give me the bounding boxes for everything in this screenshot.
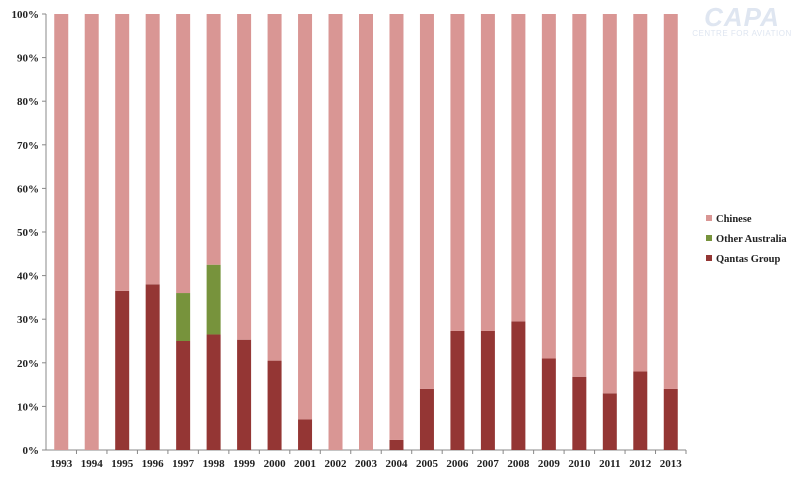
bar-chinese-2006 — [450, 14, 465, 331]
legend-swatch — [706, 235, 712, 241]
y-tick-label: 40% — [17, 271, 39, 283]
bar-qantas-group-1997 — [176, 341, 191, 450]
legend-swatch — [706, 215, 712, 221]
y-tick-label: 30% — [17, 314, 39, 326]
bar-chinese-2013 — [663, 14, 678, 389]
x-tick-label: 2009 — [538, 458, 561, 470]
bar-qantas-group-1999 — [237, 339, 252, 450]
bar-qantas-group-2001 — [298, 419, 313, 450]
bar-qantas-group-2010 — [572, 376, 587, 450]
legend-item-chinese: Chinese — [706, 214, 752, 225]
bar-qantas-group-2007 — [480, 330, 495, 450]
bar-chinese-2001 — [298, 14, 313, 420]
x-tick-label: 1995 — [111, 458, 134, 470]
bar-qantas-group-2004 — [389, 439, 404, 450]
bar-chinese-2012 — [633, 14, 648, 372]
x-tick-label: 1994 — [81, 458, 104, 470]
bar-chinese-2005 — [419, 14, 434, 389]
x-tick-label: 2006 — [446, 458, 469, 470]
x-tick-label: 2010 — [568, 458, 591, 470]
x-tick-label: 1996 — [142, 458, 165, 470]
bar-chinese-1997 — [176, 14, 191, 294]
bar-chinese-1994 — [84, 14, 99, 450]
x-tick-label: 2008 — [507, 458, 530, 470]
legend-label: Qantas Group — [716, 254, 780, 265]
y-tick-label: 90% — [17, 53, 39, 65]
bar-chinese-2003 — [359, 14, 373, 450]
bar-chinese-1995 — [115, 14, 130, 291]
bar-qantas-group-2011 — [602, 393, 617, 450]
y-tick-label: 0% — [23, 445, 40, 457]
capa-logo: CAPA CENTRE FOR AVIATION — [688, 2, 796, 40]
x-tick-label: 2004 — [385, 458, 408, 470]
bar-chinese-1993 — [54, 14, 69, 450]
bar-chinese-2002 — [328, 14, 343, 450]
x-tick-label: 1999 — [233, 458, 256, 470]
bar-chinese-2007 — [480, 14, 495, 331]
x-tick-label: 1993 — [50, 458, 73, 470]
bar-qantas-group-2009 — [541, 358, 556, 450]
x-tick-label: 2011 — [599, 458, 620, 470]
y-tick-label: 70% — [17, 140, 39, 152]
bar-qantas-group-2006 — [450, 330, 465, 450]
bar-qantas-group-1995 — [115, 290, 130, 450]
legend-item-qantas-group: Qantas Group — [706, 254, 780, 265]
y-tick-label: 60% — [17, 183, 39, 195]
y-tick-label: 100% — [12, 9, 40, 21]
bar-chinese-2004 — [389, 14, 404, 440]
x-tick-label: 1998 — [203, 458, 226, 470]
y-tick-label: 10% — [17, 401, 39, 413]
bar-chinese-1996 — [145, 14, 160, 285]
bar-other-australia-1998 — [206, 264, 221, 335]
bar-chinese-2011 — [602, 14, 617, 394]
x-tick-label: 2002 — [325, 458, 348, 470]
bar-qantas-group-2005 — [419, 388, 434, 450]
bar-chinese-1998 — [206, 14, 221, 265]
x-tick-label: 2012 — [629, 458, 652, 470]
logo-name: CAPA — [704, 2, 780, 32]
bar-qantas-group-2000 — [267, 360, 282, 450]
bar-chinese-2000 — [267, 14, 282, 361]
x-tick-label: 2001 — [294, 458, 316, 470]
bar-chinese-2008 — [511, 14, 526, 322]
legend-item-other-australia: Other Australia — [706, 234, 787, 245]
x-tick-label: 2000 — [264, 458, 287, 470]
bar-chinese-2010 — [572, 14, 587, 377]
y-tick-label: 50% — [17, 227, 39, 239]
logo-subtitle: CENTRE FOR AVIATION — [692, 29, 792, 38]
bar-qantas-group-2008 — [511, 321, 526, 450]
y-tick-label: 80% — [17, 96, 39, 108]
legend-swatch — [706, 255, 712, 261]
bar-other-australia-1997 — [176, 293, 191, 341]
legend-label: Chinese — [716, 214, 752, 225]
x-tick-label: 2007 — [477, 458, 500, 470]
bar-chinese-2009 — [541, 14, 556, 359]
bar-qantas-group-1996 — [145, 284, 160, 450]
x-tick-label: 2005 — [416, 458, 439, 470]
bar-qantas-group-1998 — [206, 334, 221, 450]
x-tick-label: 2013 — [660, 458, 683, 470]
bar-qantas-group-2013 — [663, 388, 678, 450]
y-tick-label: 20% — [17, 358, 39, 370]
x-tick-label: 1997 — [172, 458, 195, 470]
legend-label: Other Australia — [716, 234, 787, 245]
bar-qantas-group-2012 — [633, 371, 648, 450]
bar-chinese-1999 — [237, 14, 252, 340]
x-tick-label: 2003 — [355, 458, 378, 470]
